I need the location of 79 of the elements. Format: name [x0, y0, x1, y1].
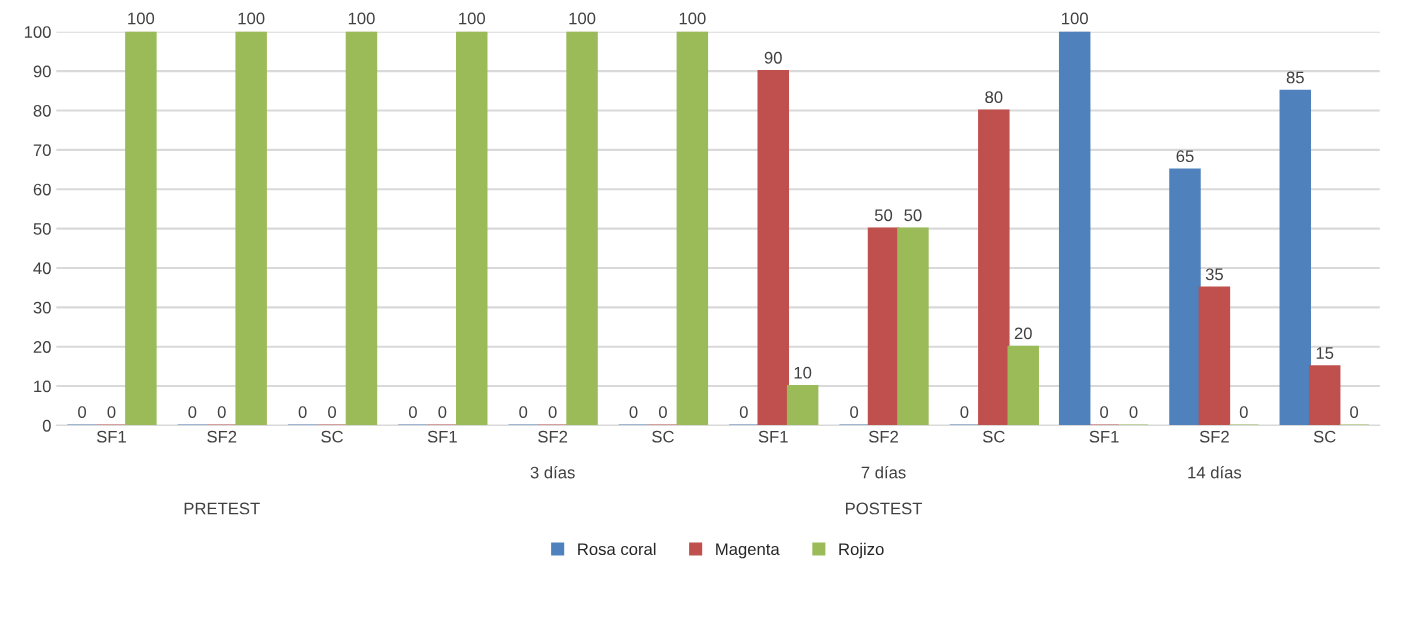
y-tick-label: 90	[33, 65, 51, 78]
bar	[786, 385, 819, 426]
data-label: 20	[1014, 327, 1032, 340]
bar	[978, 109, 1010, 426]
bar	[676, 31, 709, 426]
y-tick-label: 70	[33, 144, 51, 157]
bar	[1169, 168, 1201, 426]
data-label: 0	[1350, 406, 1359, 418]
category-label: SF2 PRETEST	[184, 430, 260, 515]
data-label: 90	[764, 51, 782, 64]
data-label: 0	[739, 406, 748, 418]
bar	[1058, 31, 1091, 426]
legend-label: Rojizo	[839, 542, 884, 559]
x-tick-label: SC	[321, 430, 343, 443]
bar	[1308, 365, 1341, 426]
data-label: 0	[438, 406, 447, 418]
bar	[867, 227, 900, 426]
category-label: SF2 14 días	[1188, 430, 1242, 479]
data-label: 65	[1176, 150, 1194, 163]
data-label: 0	[408, 406, 417, 418]
data-label: 0	[298, 406, 307, 418]
bar	[897, 227, 929, 426]
data-label: 0	[1239, 406, 1248, 418]
data-label: 0	[328, 406, 337, 418]
data-label: 100	[128, 12, 155, 25]
y-tick-label: 60	[33, 183, 51, 196]
x-tick-label: SF1	[427, 430, 457, 443]
data-label: 100	[569, 12, 596, 25]
y-tick-label: 40	[33, 262, 51, 275]
data-label: 100	[348, 12, 375, 25]
data-label: 0	[519, 406, 528, 418]
bar	[125, 31, 157, 426]
data-label: 0	[629, 406, 638, 418]
y-tick-label: 10	[34, 380, 51, 393]
data-label: 100	[459, 12, 486, 25]
y-tick-label: 0	[42, 419, 51, 432]
x-tick-label: SF1	[96, 430, 126, 443]
legend-label: Rosa coral	[578, 542, 656, 556]
data-label: 0	[850, 406, 859, 418]
data-label: 85	[1286, 71, 1304, 84]
data-label: 0	[960, 406, 969, 418]
data-label: 0	[107, 406, 116, 418]
data-label: 0	[188, 406, 197, 418]
data-label: 100	[238, 12, 265, 25]
bar	[566, 31, 598, 426]
data-label: 0	[1100, 406, 1109, 418]
y-tick-label: 20	[33, 341, 51, 353]
y-tick-label: 100	[24, 26, 51, 38]
y-tick-label: 50	[33, 223, 51, 235]
data-label: 0	[217, 406, 226, 418]
bar	[757, 70, 789, 426]
data-label: 0	[78, 406, 87, 418]
bar	[1007, 345, 1039, 426]
data-label: 0	[1129, 406, 1138, 418]
data-label: 100	[679, 12, 706, 25]
bar	[1279, 89, 1312, 426]
data-label: 50	[904, 209, 922, 222]
data-label: 10	[794, 366, 812, 379]
category-label: SF2 3 días	[530, 430, 575, 479]
bar	[1198, 286, 1231, 426]
data-label: 50	[874, 209, 893, 222]
category-label: SF2 7 días POSTEST	[845, 430, 923, 515]
y-tick-label: 80	[33, 104, 51, 117]
legend-label: Magenta	[716, 543, 780, 559]
bar	[345, 31, 378, 426]
data-label: 100	[1062, 12, 1088, 25]
data-label: 0	[548, 406, 557, 418]
data-label: 35	[1205, 268, 1223, 281]
bar	[235, 31, 267, 426]
x-tick-label: SF1	[758, 430, 788, 443]
x-tick-label: SC	[982, 430, 1005, 443]
x-tick-label: SF1	[1089, 430, 1119, 443]
data-label: 0	[658, 406, 667, 418]
data-label: 80	[985, 91, 1003, 104]
x-tick-label: SC	[652, 430, 674, 443]
bar	[456, 31, 488, 426]
y-tick-label: 30	[33, 301, 51, 314]
data-label: 15	[1316, 347, 1334, 359]
x-tick-label: SC	[1313, 430, 1336, 443]
